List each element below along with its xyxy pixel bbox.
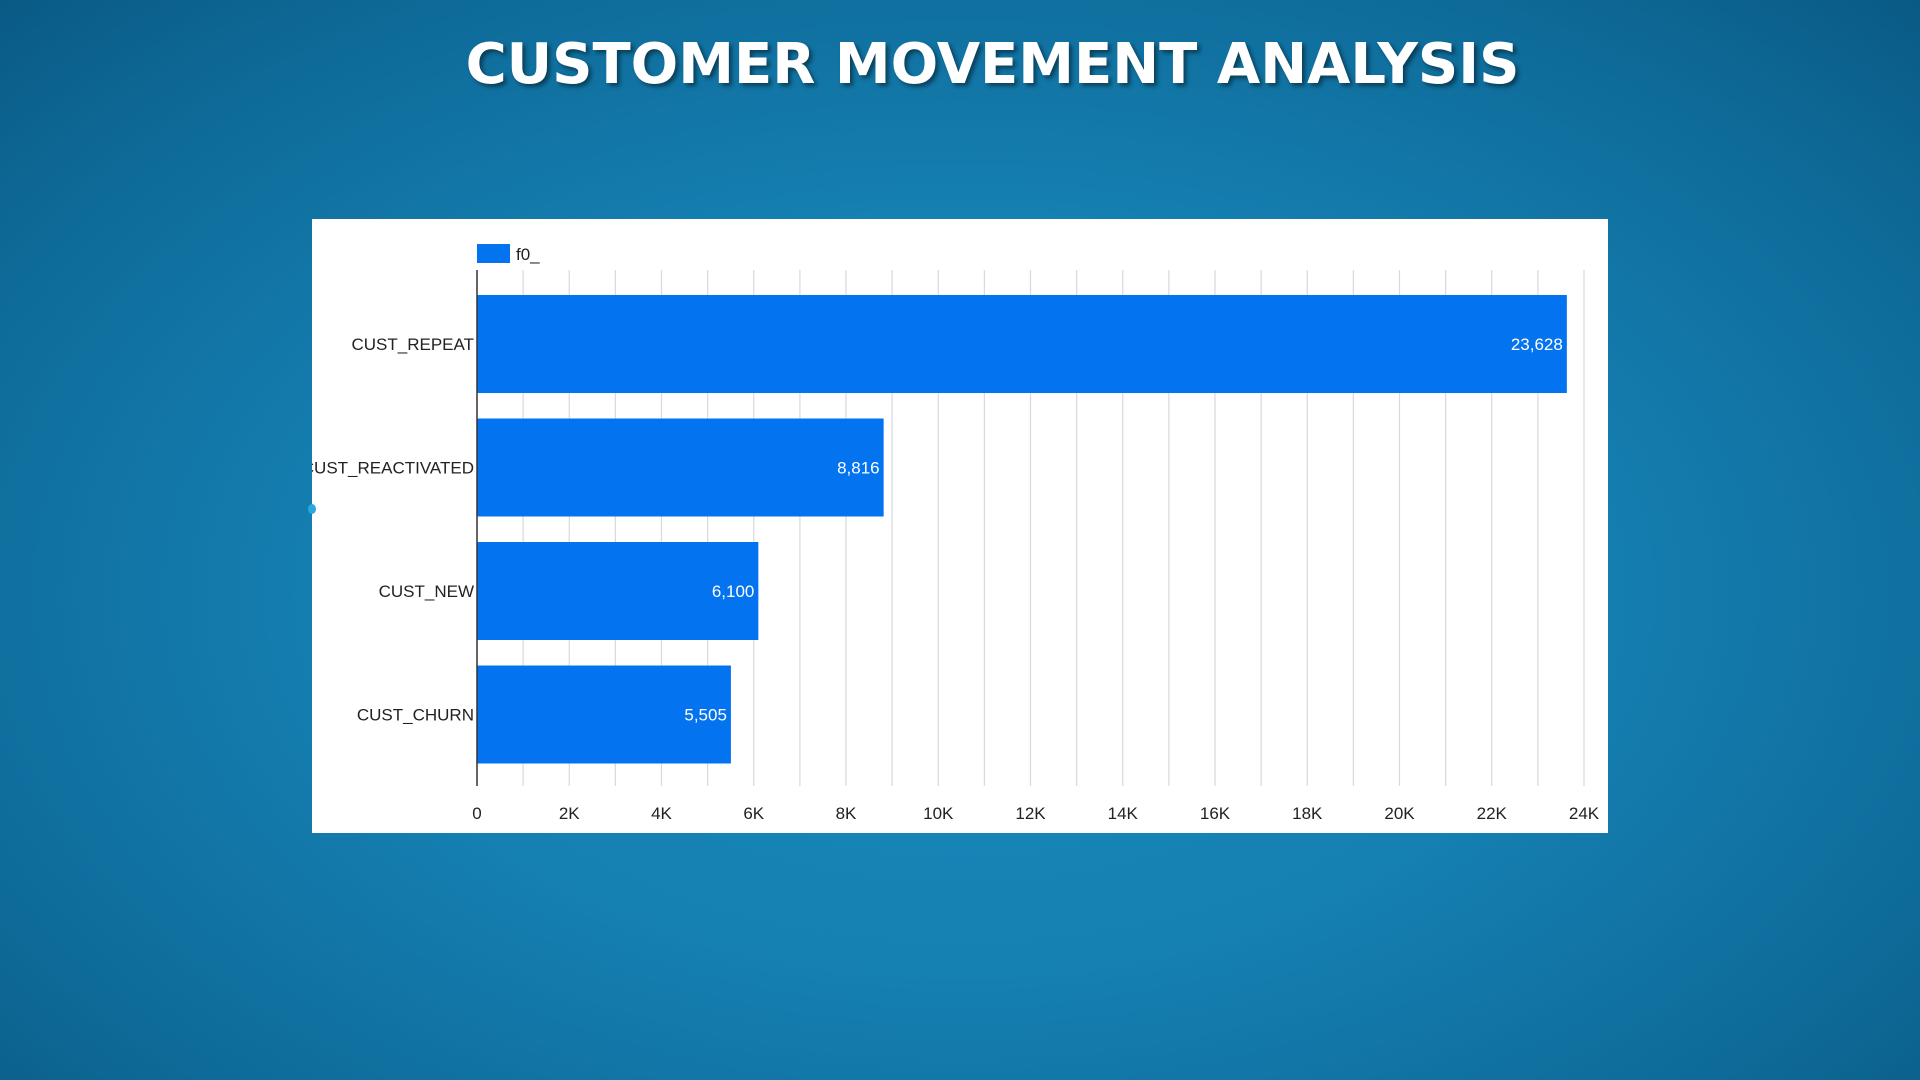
x-tick-label: 8K xyxy=(836,804,857,823)
x-tick-label: 24K xyxy=(1569,804,1600,823)
x-tick-label: 16K xyxy=(1200,804,1231,823)
category-label: CUST_REACTIVATED xyxy=(312,459,474,478)
x-tick-label: 22K xyxy=(1477,804,1508,823)
x-tick-label: 12K xyxy=(1015,804,1046,823)
legend-label: f0_ xyxy=(516,245,540,264)
bar-value-label: 23,628 xyxy=(1511,335,1563,354)
category-label: CUST_CHURN xyxy=(357,706,474,725)
x-tick-label: 2K xyxy=(559,804,580,823)
legend-swatch xyxy=(477,244,510,263)
x-tick-label: 4K xyxy=(651,804,672,823)
bar-cust-repeat[interactable] xyxy=(477,295,1567,393)
x-tick-label: 18K xyxy=(1292,804,1323,823)
bar-value-label: 6,100 xyxy=(712,582,755,601)
category-label: CUST_NEW xyxy=(379,582,474,601)
x-tick-label: 14K xyxy=(1108,804,1139,823)
bar-value-label: 8,816 xyxy=(837,459,880,478)
axes: CUST_REPEAT CUST_REACTIVATED CUST_NEW CUST_… xyxy=(312,270,1600,823)
legend: f0_ xyxy=(477,244,540,264)
category-label: CUST_REPEAT xyxy=(352,335,475,354)
bar-cust-churn[interactable] xyxy=(477,665,731,764)
chart-panel: 23,628 8,816 6,100 5,505 CUST_REPEAT CUST_RE… xyxy=(312,219,1608,833)
x-tick-label: 20K xyxy=(1384,804,1415,823)
x-tick-label: 6K xyxy=(743,804,764,823)
x-tick-label: 10K xyxy=(923,804,954,823)
slide-edge-marker xyxy=(308,504,316,514)
bar-value-label: 5,505 xyxy=(684,706,727,725)
slide-title: CUSTOMER MOVEMENT ANALYSIS xyxy=(465,32,1520,97)
bars: 23,628 8,816 6,100 5,505 xyxy=(477,295,1567,764)
bar-cust-reactivated[interactable] xyxy=(477,418,884,517)
x-tick-label: 0 xyxy=(472,804,481,823)
bar-cust-new[interactable] xyxy=(477,542,759,640)
